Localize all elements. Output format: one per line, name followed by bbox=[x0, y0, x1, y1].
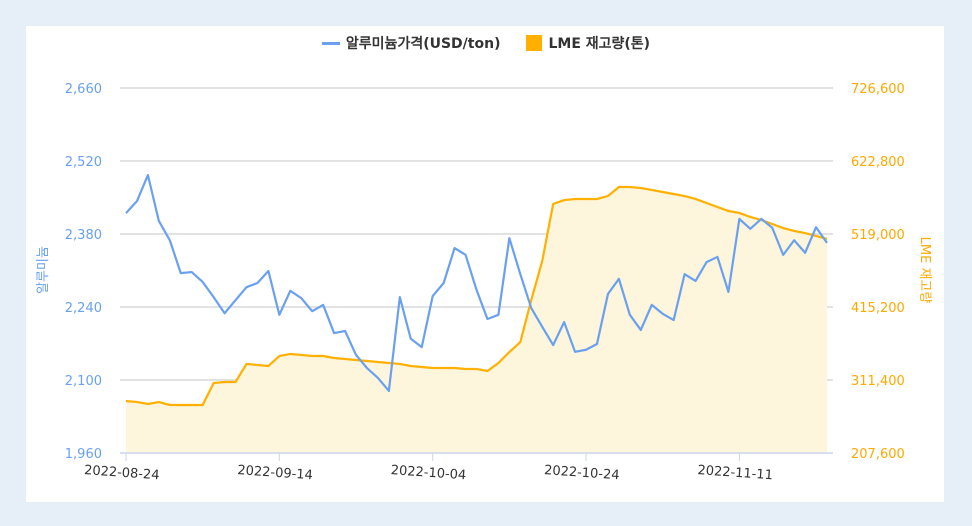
left-tick-label: 2,100 bbox=[65, 374, 102, 389]
right-axis-title: LME 재고량 bbox=[917, 237, 932, 304]
legend-swatch-price bbox=[321, 41, 340, 45]
x-tick-label: 2022-08-24 bbox=[84, 463, 160, 483]
right-tick-label: 519,000 bbox=[851, 228, 905, 243]
price-line bbox=[125, 173, 828, 393]
right-tick-label: 726,600 bbox=[851, 82, 905, 97]
legend: 알루미늄가격(USD/ton) LME 재고량(톤) bbox=[0, 33, 972, 53]
left-tick-label: 2,380 bbox=[65, 228, 102, 243]
x-tick-label: 2022-11-11 bbox=[697, 463, 773, 483]
x-tick-label: 2022-09-14 bbox=[237, 463, 313, 483]
left-tick-label: 2,660 bbox=[65, 82, 102, 97]
right-tick-label: 207,600 bbox=[851, 447, 905, 462]
x-tick-label: 2022-10-24 bbox=[544, 463, 620, 483]
stock-line bbox=[125, 185, 828, 407]
left-tick-label: 2,240 bbox=[65, 301, 102, 316]
left-tick-label: 2,520 bbox=[65, 155, 102, 170]
x-tick-label: 2022-10-04 bbox=[390, 463, 466, 483]
left-tick-label: 1,960 bbox=[65, 447, 102, 462]
legend-item-price[interactable]: 알루미늄가격(USD/ton) bbox=[321, 33, 501, 53]
right-tick-label: 311,400 bbox=[851, 374, 905, 389]
legend-label-stock: LME 재고량(톤) bbox=[548, 36, 651, 52]
right-tick-label: 415,200 bbox=[851, 301, 905, 316]
left-axis-title: 알루미늄 bbox=[36, 246, 51, 294]
legend-label-price: 알루미늄가격(USD/ton) bbox=[345, 36, 501, 52]
legend-item-stock[interactable]: LME 재고량(톤) bbox=[526, 33, 650, 53]
right-tick-label: 622,800 bbox=[851, 155, 905, 170]
stock-area-fill bbox=[126, 187, 827, 454]
legend-swatch-stock bbox=[526, 35, 543, 51]
